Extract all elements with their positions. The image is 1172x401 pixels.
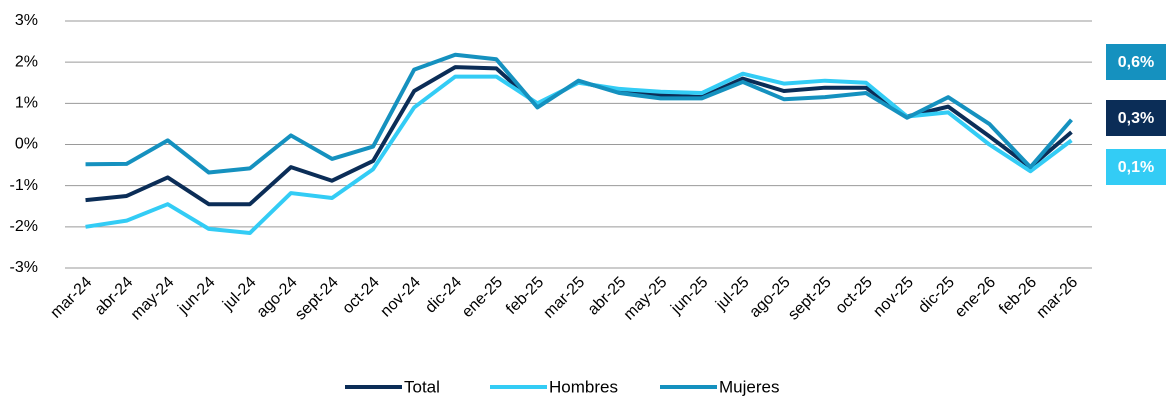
series-line xyxy=(85,71,1073,236)
y-tick-label: -3% xyxy=(10,259,38,276)
y-tick-label: 1% xyxy=(15,95,38,112)
y-tick-label: 0% xyxy=(15,136,38,153)
x-tick-label: oct-24 xyxy=(339,274,383,318)
value-label-box xyxy=(1106,149,1166,185)
x-tick-label: may-25 xyxy=(621,274,671,324)
series-line xyxy=(85,65,1073,207)
legend-label: Total xyxy=(404,377,440,396)
x-tick-label: nov-25 xyxy=(870,274,917,321)
x-tick-label: nov-24 xyxy=(377,274,424,321)
legend-label: Mujeres xyxy=(719,377,779,396)
x-tick-label: jun-25 xyxy=(667,274,711,318)
series-line xyxy=(85,52,1073,175)
x-tick-label: may-24 xyxy=(128,274,178,324)
x-tick-label: oct-25 xyxy=(832,274,876,318)
x-tick-label: sept-25 xyxy=(785,274,835,324)
x-tick-label: mar-25 xyxy=(540,274,588,322)
y-tick-label: 3% xyxy=(15,12,38,29)
y-tick-label: 2% xyxy=(15,53,38,70)
x-tick-label: sept-24 xyxy=(292,274,342,324)
value-label: 0,3% xyxy=(1118,110,1154,127)
x-tick-label: jun-24 xyxy=(174,274,218,318)
x-tick-label: feb-25 xyxy=(503,274,547,318)
x-tick-label: feb-26 xyxy=(996,274,1040,318)
y-tick-label: -1% xyxy=(10,177,38,194)
value-label: 0,6% xyxy=(1118,54,1154,71)
x-tick-label: mar-24 xyxy=(47,274,95,322)
legend-label: Hombres xyxy=(549,377,618,396)
value-label-box xyxy=(1106,100,1166,136)
x-tick-label: mar-26 xyxy=(1033,274,1081,322)
value-label: 0,1% xyxy=(1118,159,1154,176)
value-label-box xyxy=(1106,44,1166,80)
y-tick-label: -2% xyxy=(10,218,38,235)
x-tick-label: ene-25 xyxy=(459,274,506,321)
x-tick-label: ene-26 xyxy=(952,274,999,321)
